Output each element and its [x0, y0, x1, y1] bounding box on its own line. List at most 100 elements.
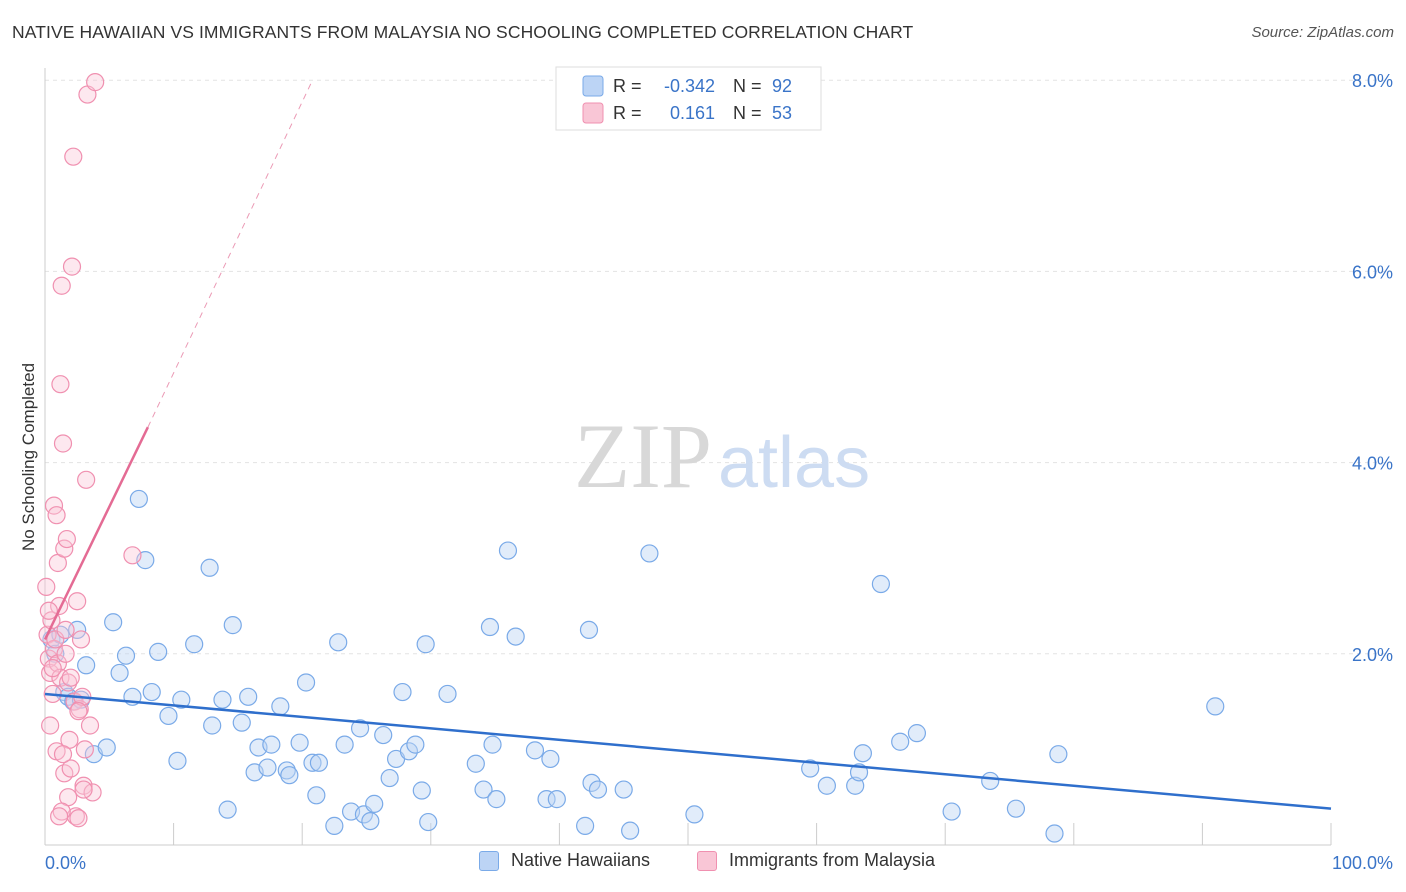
series-native-hawaiians	[42, 489, 1225, 843]
data-point	[77, 656, 96, 675]
data-point	[203, 716, 222, 735]
data-point	[41, 663, 60, 683]
data-point	[53, 745, 73, 764]
axes: 2.0% 4.0% 6.0% 8.0% 0.0% 100.0%	[44, 68, 1393, 873]
data-point	[506, 627, 525, 646]
data-point	[361, 811, 380, 831]
data-point	[296, 673, 316, 692]
data-point	[56, 644, 75, 663]
legend-swatch-immigrants-from-malaysia	[697, 850, 717, 871]
data-point	[39, 601, 58, 620]
data-point	[419, 812, 438, 832]
data-point	[52, 276, 71, 295]
data-point	[1045, 824, 1064, 843]
data-point	[271, 697, 290, 716]
data-point	[262, 735, 281, 754]
legend-item-immigrants-from-malaysia: Immigrants from Malaysia	[697, 850, 935, 871]
data-point	[69, 809, 88, 828]
data-point	[53, 434, 73, 453]
data-point	[498, 541, 518, 560]
data-point	[801, 759, 820, 778]
data-point	[350, 719, 370, 738]
data-point	[399, 742, 419, 761]
trend-lines	[43, 79, 1332, 810]
data-point	[891, 732, 910, 751]
data-point	[71, 630, 91, 649]
data-point	[110, 663, 129, 683]
data-point	[43, 659, 62, 678]
data-point	[393, 682, 412, 702]
data-point	[64, 147, 83, 166]
data-point	[582, 773, 601, 792]
data-point	[39, 649, 58, 668]
data-point	[50, 807, 69, 826]
legend-r-label: R =	[613, 103, 642, 123]
data-point	[621, 821, 640, 840]
data-point	[62, 257, 82, 276]
data-point	[149, 642, 168, 661]
legend-r-value: 0.161	[670, 103, 715, 123]
data-point	[406, 735, 425, 754]
y-tick-label: 6.0%	[1352, 262, 1393, 282]
legend-swatch-immigrants-from-malaysia	[582, 102, 604, 124]
chart-title: NATIVE HAWAIIAN VS IMMIGRANTS FROM MALAY…	[12, 22, 914, 42]
trend-line-extension-immigrants-from-malaysia	[147, 79, 313, 428]
legend-swatch-native-hawaiians	[582, 75, 604, 97]
data-point	[37, 577, 56, 596]
data-point	[576, 816, 595, 835]
legend-swatch-native-hawaiians	[479, 850, 499, 871]
data-point	[97, 738, 116, 757]
data-point	[329, 633, 348, 652]
data-point	[541, 749, 560, 769]
legend-item-native-hawaiians: Native Hawaiians	[479, 850, 650, 871]
data-point	[74, 780, 93, 799]
data-point	[614, 780, 633, 799]
data-point	[75, 740, 94, 759]
data-point	[52, 802, 71, 821]
data-point	[640, 544, 659, 563]
data-point	[57, 529, 76, 549]
series-immigrants-from-malaysia	[37, 73, 142, 828]
data-point	[846, 776, 865, 795]
data-point	[61, 759, 80, 778]
data-point	[907, 724, 927, 743]
data-point	[86, 73, 105, 92]
data-point	[129, 489, 148, 509]
data-point	[168, 751, 187, 770]
data-point	[277, 761, 296, 780]
data-point	[56, 620, 75, 640]
data-point	[466, 754, 485, 773]
legend-bottom: Native Hawaiians Immigrants from Malaysi…	[0, 850, 1406, 880]
data-point	[380, 768, 399, 788]
data-point	[1049, 745, 1068, 764]
watermark-atlas: atlas	[718, 423, 870, 503]
data-point	[68, 592, 87, 611]
legend-label: Immigrants from Malaysia	[729, 850, 936, 870]
legend-r-label: R =	[613, 76, 642, 96]
data-point	[213, 690, 232, 709]
data-point	[44, 639, 64, 659]
data-point	[123, 546, 142, 565]
data-point	[588, 780, 608, 799]
data-point	[51, 375, 70, 394]
data-point	[290, 733, 309, 752]
data-point	[59, 673, 78, 692]
data-point	[487, 790, 506, 809]
data-point	[579, 620, 599, 640]
data-point	[142, 682, 161, 702]
data-point	[438, 684, 457, 704]
data-point	[365, 794, 384, 813]
data-point	[1006, 799, 1026, 818]
data-point	[981, 771, 1000, 791]
watermark-zip: ZIP	[574, 405, 712, 507]
data-point	[942, 802, 961, 821]
x-tick-label: 100.0%	[1332, 853, 1393, 873]
data-point	[172, 690, 191, 709]
data-point	[159, 706, 178, 726]
data-point	[325, 816, 344, 835]
data-point	[80, 716, 100, 735]
data-point	[41, 716, 60, 735]
data-point	[47, 506, 66, 525]
data-point	[69, 702, 88, 721]
data-point	[416, 635, 435, 654]
